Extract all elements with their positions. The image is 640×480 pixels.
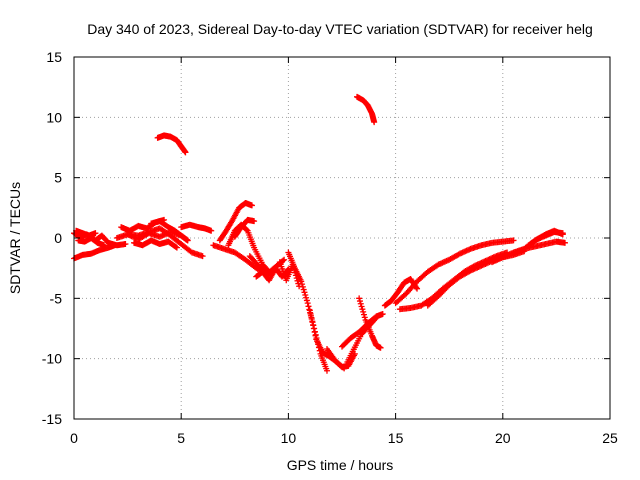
data-point — [208, 227, 215, 234]
data-point — [359, 306, 366, 313]
y-tick-label: -15 — [42, 411, 62, 427]
data-points — [71, 93, 568, 374]
data-point — [173, 244, 180, 251]
series-arc-08 — [131, 237, 180, 251]
series-arc-03 — [73, 227, 99, 239]
x-tick-label: 25 — [602, 430, 618, 446]
data-point — [312, 332, 319, 339]
data-point — [561, 239, 568, 246]
data-point — [379, 311, 386, 318]
series-arc-26 — [392, 237, 517, 307]
series-arc-10 — [154, 132, 189, 156]
series-arc-31 — [525, 227, 566, 249]
series-arc-22 — [339, 311, 386, 350]
data-point — [360, 311, 367, 318]
data-point — [303, 294, 310, 301]
x-tick-label: 20 — [495, 430, 511, 446]
data-point — [309, 318, 316, 325]
series-arc-13 — [216, 200, 255, 244]
series-arc-12 — [210, 242, 270, 278]
x-tick-label: 10 — [281, 430, 297, 446]
data-point — [111, 242, 118, 249]
data-point — [304, 300, 311, 307]
chart-title: Day 340 of 2023, Sidereal Day-to-day VTE… — [87, 21, 593, 37]
data-point — [298, 278, 305, 285]
x-tick-label: 15 — [388, 430, 404, 446]
x-axis-label: GPS time / hours — [287, 457, 394, 473]
data-point — [510, 237, 517, 244]
y-tick-label: 15 — [46, 49, 62, 65]
data-point — [300, 286, 307, 293]
y-tick-label: 10 — [46, 109, 62, 125]
y-tick-label: -5 — [50, 290, 63, 306]
data-point — [311, 329, 318, 336]
data-point — [377, 344, 384, 351]
data-point — [184, 237, 191, 244]
data-point — [371, 119, 378, 126]
data-point — [356, 295, 363, 302]
data-point — [251, 218, 258, 225]
data-point — [92, 230, 99, 237]
data-point — [101, 242, 108, 249]
grid-lines — [74, 57, 610, 419]
data-point — [280, 257, 287, 264]
data-point — [199, 253, 206, 260]
data-point — [356, 298, 363, 305]
data-point — [172, 243, 179, 250]
axis-ticks: 0 5 10 15 20 25 -15 -10 -5 0 5 10 15 — [42, 49, 618, 446]
data-point — [301, 289, 308, 296]
data-point — [357, 300, 364, 307]
data-point — [302, 292, 309, 299]
data-point — [310, 321, 317, 328]
series-arc-04 — [75, 235, 108, 249]
data-point — [323, 367, 330, 374]
data-point — [248, 202, 255, 209]
data-point — [360, 308, 367, 315]
series-arc-24 — [354, 93, 378, 126]
data-point — [310, 325, 317, 332]
series-arc-23 — [356, 295, 384, 351]
data-point — [559, 231, 566, 238]
data-point — [401, 291, 408, 298]
data-point — [358, 303, 365, 310]
series-arc-11 — [178, 221, 215, 234]
series-arc-09 — [148, 218, 191, 244]
x-tick-label: 0 — [70, 430, 78, 446]
data-point — [122, 241, 129, 248]
data-point — [299, 283, 306, 290]
x-tick-label: 5 — [177, 430, 185, 446]
data-point — [281, 256, 288, 263]
data-point — [308, 314, 315, 321]
y-tick-label: 5 — [54, 170, 62, 186]
data-point — [303, 297, 310, 304]
y-tick-label: -10 — [42, 351, 62, 367]
data-point — [305, 303, 312, 310]
data-point — [307, 311, 314, 318]
series-arc-15 — [231, 216, 258, 240]
data-point — [182, 149, 189, 156]
series-arc-29 — [489, 238, 568, 266]
data-point — [361, 314, 368, 321]
data-point — [414, 285, 421, 292]
data-point — [306, 307, 313, 314]
y-axis-label: SDTVAR / TECUs — [7, 182, 23, 294]
y-tick-label: 0 — [54, 230, 62, 246]
data-point — [299, 281, 306, 288]
